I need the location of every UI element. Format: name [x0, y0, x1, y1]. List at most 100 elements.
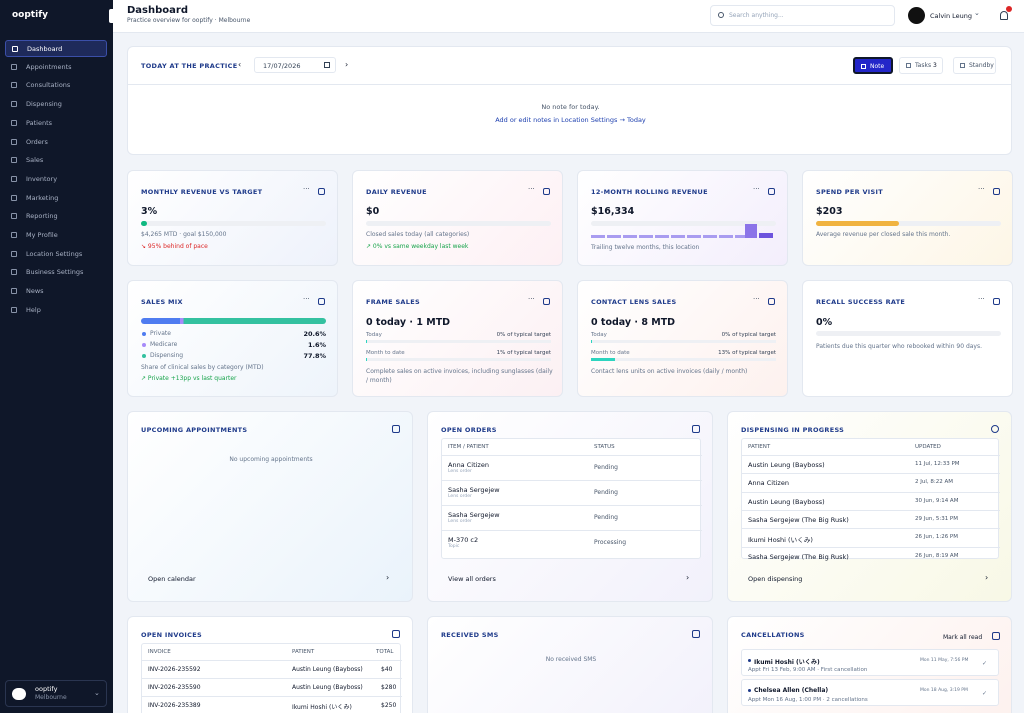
- kpi-value: 3%: [141, 206, 158, 217]
- more-menu[interactable]: ···: [303, 295, 310, 303]
- kpi-title: 12-MONTH ROLLING REVENUE: [591, 188, 708, 196]
- empty-state: No upcoming appointments: [229, 456, 313, 463]
- kpi-title: FRAME SALES: [366, 298, 420, 306]
- tab-label: Tasks: [915, 62, 932, 69]
- panel-footer[interactable]: Open calendar: [148, 575, 196, 583]
- more-menu[interactable]: ···: [528, 185, 535, 193]
- tab-button[interactable]: Tasks 3: [899, 57, 943, 74]
- nav-item[interactable]: Orders: [5, 134, 107, 151]
- more-menu[interactable]: ···: [528, 295, 535, 303]
- order-patient: M-370 c2: [448, 536, 479, 544]
- row-divider: [142, 660, 402, 661]
- nav-label: Dispensing: [26, 100, 62, 109]
- kpi-detail: $4,265 MTD · goal $150,000: [141, 231, 227, 238]
- bell[interactable]: [1000, 11, 1008, 20]
- nav-item[interactable]: News: [5, 283, 107, 300]
- row-divider: [142, 696, 402, 697]
- sparkbar: [759, 233, 773, 238]
- nav-icon: [11, 269, 17, 276]
- panel-icon: [992, 632, 1000, 640]
- more-menu[interactable]: ···: [753, 185, 760, 193]
- nav-item[interactable]: Inventory: [5, 171, 107, 188]
- nav-item[interactable]: Consultations: [5, 77, 107, 94]
- cancellation-item[interactable]: Ikumi Hoshi (いくみ) Mon 11 May, 7:56 PM Appt…: [741, 649, 999, 676]
- more-menu[interactable]: ···: [978, 295, 985, 303]
- nav-label: Help: [26, 305, 41, 314]
- row-fill: [366, 340, 367, 343]
- nav-icon: [11, 119, 17, 126]
- settings-link[interactable]: Add or edit notes in Location Settings →…: [495, 116, 646, 124]
- legend-label: Medicare: [150, 341, 178, 348]
- panel-icon: [991, 425, 999, 433]
- search-placeholder: Search anything...: [729, 12, 784, 19]
- calendar-icon: [324, 62, 330, 68]
- kpi-icon: [993, 188, 1000, 195]
- progress-track: [591, 221, 776, 226]
- tab-button[interactable]: Standby: [953, 57, 996, 74]
- nav-item[interactable]: Patients: [5, 115, 107, 132]
- row-value: 13% of typical target: [718, 350, 776, 356]
- check: ✓: [982, 690, 988, 697]
- next-day[interactable]: ›: [345, 60, 349, 69]
- nav-item[interactable]: Business Settings: [5, 264, 107, 281]
- nav-item[interactable]: Dashboard: [5, 40, 107, 57]
- nav-label: My Profile: [26, 231, 58, 239]
- panel-footer[interactable]: Open dispensing: [748, 575, 803, 583]
- more-menu[interactable]: ···: [978, 185, 985, 193]
- nav-item[interactable]: Appointments: [5, 59, 107, 76]
- prev-day[interactable]: ‹: [238, 60, 242, 69]
- user-name[interactable]: Calvin Leung: [930, 12, 973, 20]
- kpi-icon: [993, 298, 1000, 305]
- nav-item[interactable]: My Profile: [5, 227, 107, 244]
- nav-label: News: [26, 287, 44, 296]
- more-menu[interactable]: ···: [303, 185, 310, 193]
- nav-item[interactable]: Location Settings: [5, 246, 107, 263]
- nav-label: Consultations: [26, 81, 71, 90]
- empty-state: No received SMS: [545, 656, 597, 663]
- chevron: ⌄: [94, 689, 100, 697]
- nav-item[interactable]: Sales: [5, 152, 107, 169]
- dispense-updated: 26 Jun, 8:19 AM: [915, 552, 959, 559]
- card: 12-MONTH ROLLING REVENUE ··· $16,334 Traili…: [577, 170, 788, 266]
- mark-all-read[interactable]: Mark all read: [943, 634, 983, 641]
- nav-icon: [11, 194, 17, 201]
- dispense-updated: 26 Jun, 1:26 PM: [915, 534, 958, 541]
- tab-button[interactable]: Note: [853, 57, 893, 74]
- section-title: TODAY AT THE PRACTICE: [141, 62, 238, 70]
- card: DISPENSING IN PROGRESS PATIENT UPDATED Aust…: [727, 411, 1012, 602]
- account-switcher[interactable]: ooptify Melbourne ⌄: [5, 680, 107, 707]
- dispense-updated: 11 Jul, 12:33 PM: [915, 461, 960, 467]
- kpi-value: 0%: [816, 317, 833, 328]
- date-input[interactable]: 17/07/2026: [254, 57, 336, 73]
- row-divider: [442, 505, 702, 506]
- tab-label: Standby: [969, 62, 994, 69]
- account-avatar: [12, 688, 26, 700]
- th: UPDATED: [915, 444, 941, 450]
- more-menu[interactable]: ···: [753, 295, 760, 303]
- nav-item[interactable]: Marketing: [5, 190, 107, 207]
- nav-label: Marketing: [26, 193, 59, 202]
- row-label: Today: [366, 332, 382, 338]
- invoice-cell: $280: [381, 684, 397, 691]
- nav-icon: [11, 288, 17, 295]
- nav-item[interactable]: Reporting: [5, 208, 107, 225]
- nav-icon: [12, 46, 18, 52]
- row-track: [366, 340, 551, 343]
- order-status: Pending: [594, 514, 618, 521]
- row-divider: [442, 455, 702, 456]
- sparkbar: [703, 235, 717, 238]
- kpi-detail: Contact lens units on active invoices (d…: [591, 368, 748, 375]
- row-fill: [591, 358, 615, 361]
- panel-footer[interactable]: View all orders: [448, 575, 496, 583]
- search[interactable]: Search anything...: [710, 5, 895, 26]
- progress-track: [141, 221, 326, 226]
- nav-item[interactable]: Dispensing: [5, 96, 107, 113]
- panel-title: OPEN INVOICES: [141, 631, 202, 639]
- tab-label: Note: [870, 63, 885, 70]
- card: RECEIVED SMS No received SMS: [427, 616, 713, 713]
- cancellation-item[interactable]: Chelsea Allen (Chella) Mon 18 Aug, 3:19 P…: [741, 679, 999, 706]
- order-patient: Sasha Sergejew: [448, 486, 500, 494]
- search-icon: [718, 12, 724, 18]
- nav-item[interactable]: Help: [5, 302, 107, 319]
- tab-icon: [906, 63, 911, 68]
